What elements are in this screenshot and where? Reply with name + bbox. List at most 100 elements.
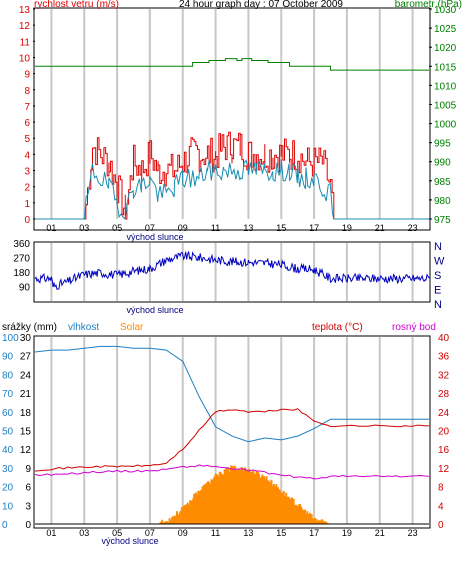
temperature-tick: 24 <box>438 408 450 419</box>
hour-tick-label: 21 <box>375 528 385 538</box>
humidity-tick: 20 <box>2 483 14 494</box>
hour-tick-label: 05 <box>112 528 122 538</box>
rain-axis: 0 3 6 9 12 15 18 21 24 27 30 <box>20 333 32 531</box>
wind-speed-tick: 13 <box>19 5 31 16</box>
humidity-tick: 60 <box>2 408 14 419</box>
wind-speed-tick: 4 <box>24 150 30 161</box>
rain-tick: 30 <box>20 333 32 344</box>
hour-tick-label: 07 <box>145 223 155 233</box>
temperature-tick: 16 <box>438 445 450 456</box>
temperature-tick: 12 <box>438 464 450 475</box>
direction-degree-tick: 180 <box>13 268 30 279</box>
hour-tick-label: 03 <box>79 223 89 233</box>
solar-title: Solar <box>120 322 144 333</box>
hour-tick-label: 23 <box>408 528 418 538</box>
humidity-axis: 0 10 20 30 40 50 60 70 80 90 100 <box>2 333 19 531</box>
barometer-tick: 980 <box>434 196 451 207</box>
hour-tick-label: 11 <box>211 223 220 233</box>
barometer-tick: 990 <box>434 158 451 169</box>
hour-tick-label: 05 <box>112 223 122 233</box>
wind-direction-line <box>34 250 430 290</box>
direction-letter: E <box>434 285 441 297</box>
hour-tick-label: 17 <box>309 223 319 233</box>
wind-speed-tick: 11 <box>20 37 31 48</box>
hour-tick-label: 13 <box>243 223 253 233</box>
sunrise-label: východ slunce <box>126 232 183 242</box>
hour-tick-label: 19 <box>342 223 352 233</box>
wind-speed-tick: 9 <box>24 70 30 81</box>
middle-grid <box>50 243 414 301</box>
direction-letter: W <box>434 256 445 268</box>
wind-speed-tick: 1 <box>24 199 30 210</box>
middle-series <box>34 250 430 290</box>
temperature-axis: 0 4 8 12 16 20 24 28 32 36 40 <box>438 333 450 531</box>
temperature-axis-title: teplota (°C) <box>312 322 363 333</box>
top-plot-area <box>35 9 429 220</box>
wind-speed-tick: 2 <box>24 183 30 194</box>
rain-tick: 24 <box>20 370 32 381</box>
humidity-tick: 10 <box>2 501 14 512</box>
wind-speed-tick: 0 <box>24 215 30 226</box>
temperature-tick: 20 <box>438 427 450 438</box>
direction-degree-tick: 90 <box>19 283 31 294</box>
bottom-series <box>34 345 430 525</box>
barometer-tick: 1010 <box>434 81 457 92</box>
wind-speed-tick: 5 <box>24 134 30 145</box>
direction-degree-axis: 90 180 270 360 <box>13 239 30 294</box>
top-panel-frame <box>33 7 431 231</box>
humidity-tick: 50 <box>2 427 14 438</box>
direction-letter: S <box>434 270 441 282</box>
top-series <box>35 58 429 220</box>
humidity-tick: 90 <box>2 352 14 363</box>
top-grid <box>50 9 414 219</box>
wind-average-line <box>35 159 429 220</box>
wind-speed-axis-title: rychlost vetru (m/s) <box>34 0 119 10</box>
rain-tick: 18 <box>20 408 32 419</box>
temperature-tick: 40 <box>438 333 450 344</box>
temperature-tick: 36 <box>438 352 450 363</box>
rain-tick: 15 <box>20 427 32 438</box>
top-hour-axis: 01 03 05 07 09 11 13 15 17 19 21 23 <box>46 223 417 233</box>
humidity-tick: 40 <box>2 445 14 456</box>
temperature-tick: 28 <box>438 389 450 400</box>
hour-tick-label: 19 <box>342 528 352 538</box>
temperature-tick: 0 <box>438 520 444 531</box>
temperature-tick: 4 <box>438 501 444 512</box>
hour-tick-label: 07 <box>145 528 155 538</box>
bottom-panel-frame <box>33 335 431 529</box>
bottom-hour-axis: 01 03 05 07 09 11 13 15 17 19 21 23 <box>46 528 417 538</box>
wind-speed-tick: 3 <box>24 167 30 178</box>
rain-tick: 12 <box>20 445 32 456</box>
hour-tick-label: 15 <box>276 223 286 233</box>
temperature-tick: 8 <box>438 483 444 494</box>
barometer-tick: 1015 <box>434 62 457 73</box>
barometer-tick: 1030 <box>434 5 457 16</box>
wind-speed-tick: 7 <box>24 102 30 113</box>
barometer-axis: 975 980 985 990 995 1000 1005 1010 1015 1020 1025 1… <box>429 5 457 226</box>
hour-tick-label: 09 <box>178 528 188 538</box>
hour-tick-label: 01 <box>46 528 56 538</box>
humidity-line <box>34 345 429 443</box>
hour-tick-label: 23 <box>408 223 418 233</box>
rain-tick: 21 <box>20 389 32 400</box>
wind-gust-line <box>35 131 429 220</box>
rain-tick: 9 <box>25 464 31 475</box>
temperature-tick: 32 <box>438 370 450 381</box>
rain-axis-title: srážky (mm) <box>2 322 57 333</box>
hour-tick-label: 09 <box>178 223 188 233</box>
wind-speed-tick: 6 <box>24 118 30 129</box>
barometer-tick: 1025 <box>434 24 457 35</box>
hour-tick-label: 13 <box>243 528 253 538</box>
rain-tick: 3 <box>25 501 31 512</box>
rain-tick: 6 <box>25 483 31 494</box>
barometer-axis-title: barometr (hPa) <box>395 0 462 10</box>
rain-tick: 27 <box>20 352 32 363</box>
direction-letter: N <box>434 241 442 253</box>
